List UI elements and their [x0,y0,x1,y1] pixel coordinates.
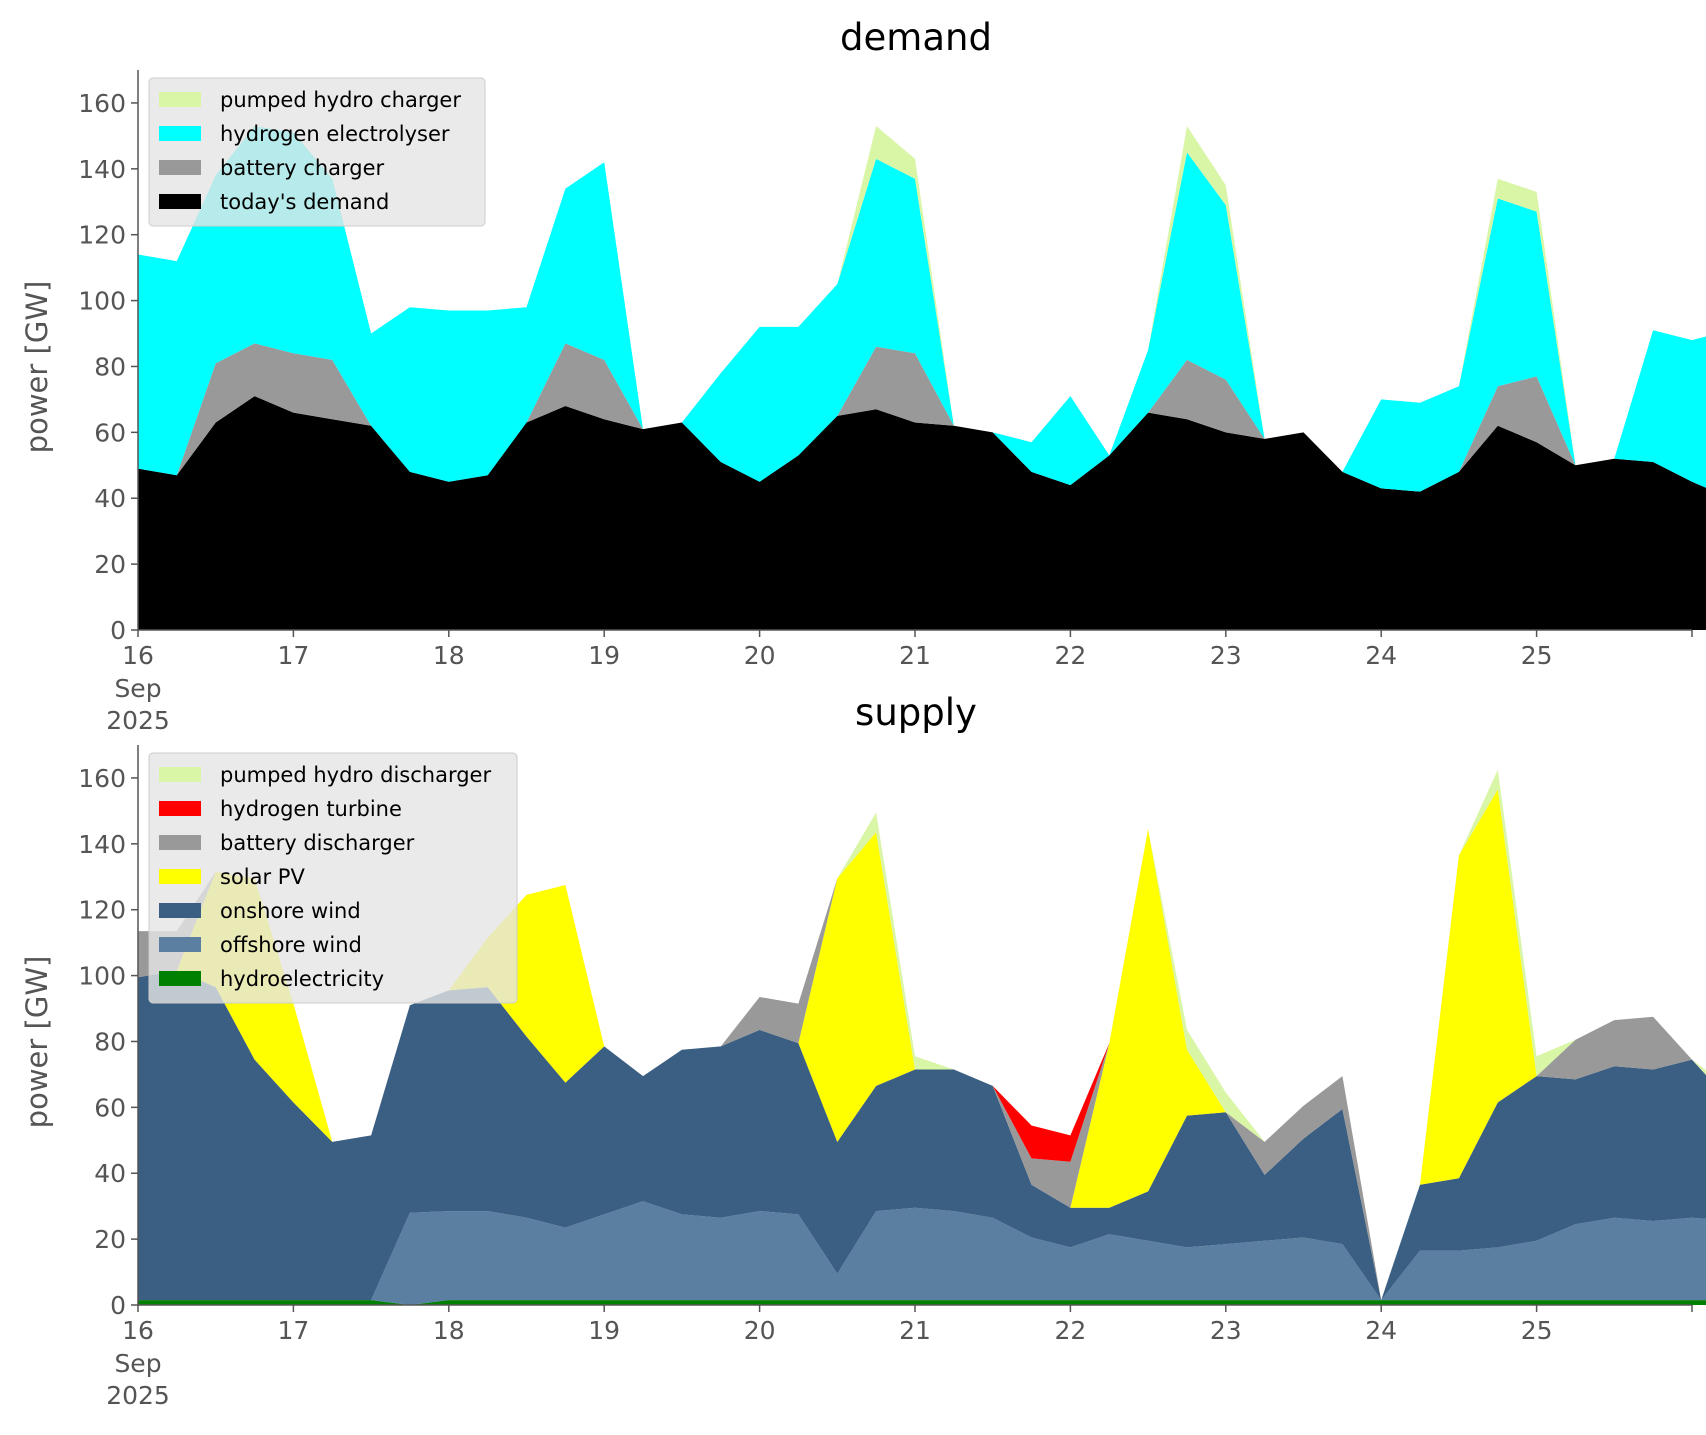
supply-x-tick-label-24: 24 [1365,1316,1397,1345]
demand-x-tick-label-22: 22 [1054,641,1086,670]
demand-x-tick-label-24: 24 [1365,641,1397,670]
demand-area-battery-charger [138,343,1706,492]
supply-legend-label-hydroelectricity: hydroelectricity [220,967,384,991]
demand-y-tick-label-120: 120 [78,221,126,250]
supply-x-tick-sublabel-2025: 2025 [106,1381,170,1410]
supply-x-tick-label-23: 23 [1210,1316,1242,1345]
demand-y-tick-label-100: 100 [78,287,126,316]
supply-legend-swatch-battery-discharger [159,835,201,850]
demand-area-hydrogen-electrolyser [138,126,1706,492]
demand-x-tick-sublabel-sep: Sep [114,674,161,703]
demand-area-today-s-demand [138,396,1706,630]
demand-x-tick-label-20: 20 [744,641,776,670]
supply-legend-swatch-onshore-wind [159,903,201,918]
supply-x-tick-label-20: 20 [744,1316,776,1345]
supply-y-tick-label-140: 140 [78,830,126,859]
supply-legend-frame [148,752,518,1004]
supply-panel: supply power [GW] 0 20 40 60 80 100 120 140 160 1… [20,691,1706,1410]
demand-x-tick-label-16: 16 [122,641,154,670]
demand-y-tick-label-80: 80 [94,352,126,381]
supply-x-tick-label-19: 19 [588,1316,620,1345]
demand-y-tick-label-0: 0 [110,616,126,645]
supply-legend-swatch-hydrogen-turbine [159,801,201,816]
demand-x-tick-label-21: 21 [899,641,931,670]
demand-legend-label-battery-charger: battery charger [220,156,385,180]
demand-y-axis-label: power [GW] [20,281,54,454]
demand-y-tick-label-140: 140 [78,155,126,184]
supply-x-tick-label-22: 22 [1054,1316,1086,1345]
supply-y-axis-label: power [GW] [20,956,54,1129]
supply-y-tick-label-0: 0 [110,1291,126,1320]
demand-legend-swatch-battery-charger [159,160,201,175]
demand-legend-label-today-s-demand: today's demand [220,190,389,214]
supply-legend-label-offshore-wind: offshore wind [220,933,362,957]
demand-legend-swatch-today-s-demand [159,194,201,209]
supply-legend-swatch-offshore-wind [159,937,201,952]
demand-x-tick-label-18: 18 [433,641,465,670]
demand-legend-label-hydrogen-electrolyser: hydrogen electrolyser [220,122,450,146]
supply-y-tick-label-80: 80 [94,1027,126,1056]
supply-legend-swatch-solar-pv [159,869,201,884]
supply-legend-swatch-hydroelectricity [159,971,201,986]
demand-areas [138,126,1706,630]
demand-y-tick-label-160: 160 [78,89,126,118]
supply-areas [138,769,1706,1305]
supply-y-tick-label-160: 160 [78,764,126,793]
demand-x-tick-label-17: 17 [277,641,309,670]
demand-legend-swatch-hydrogen-electrolyser [159,126,201,141]
supply-axes: 0 20 40 60 80 100 120 140 160 16 Sep 2025 17 18 19 20 21… [78,745,1693,1410]
demand-title: demand [840,16,992,59]
demand-legend-swatch-pumped-hydro-charger [159,92,201,107]
supply-legend-label-pumped-hydro-discharger: pumped hydro discharger [220,763,491,787]
demand-panel: demand power [GW] 0 20 40 60 80 100 120 140 160 1… [20,16,1706,735]
demand-legend: pumped hydro charger hydrogen electrolyse… [148,77,486,227]
supply-y-tick-label-100: 100 [78,962,126,991]
supply-legend-label-battery-discharger: battery discharger [220,831,415,855]
supply-y-tick-label-40: 40 [94,1159,126,1188]
supply-x-tick-label-21: 21 [899,1316,931,1345]
demand-axes: 0 20 40 60 80 100 120 140 160 16 Sep 2025 17 18 19 20 21… [78,70,1693,735]
supply-y-tick-label-60: 60 [94,1093,126,1122]
supply-legend-label-hydrogen-turbine: hydrogen turbine [220,797,402,821]
demand-y-tick-label-60: 60 [94,418,126,447]
supply-legend: pumped hydro discharger hydrogen turbine b… [148,752,518,1004]
supply-legend-swatch-pumped-hydro-discharger [159,767,201,782]
supply-x-tick-label-25: 25 [1521,1316,1553,1345]
demand-y-tick-label-40: 40 [94,484,126,513]
demand-x-tick-label-25: 25 [1521,641,1553,670]
supply-x-tick-label-17: 17 [277,1316,309,1345]
supply-x-tick-sublabel-sep: Sep [114,1349,161,1378]
supply-legend-label-solar-pv: solar PV [220,865,305,889]
supply-area-hydroelectricity [138,1300,1706,1305]
demand-x-tick-label-23: 23 [1210,641,1242,670]
demand-x-tick-sublabel-2025: 2025 [106,706,170,735]
supply-x-tick-label-18: 18 [433,1316,465,1345]
supply-title: supply [855,691,977,734]
demand-x-tick-label-19: 19 [588,641,620,670]
demand-legend-label-pumped-hydro-charger: pumped hydro charger [220,88,461,112]
supply-y-tick-label-120: 120 [78,896,126,925]
demand-legend-frame [148,77,486,227]
supply-y-tick-label-20: 20 [94,1225,126,1254]
demand-y-tick-label-20: 20 [94,550,126,579]
supply-legend-label-onshore-wind: onshore wind [220,899,361,923]
supply-area-offshore-wind [138,1201,1706,1305]
supply-area-onshore-wind [138,970,1706,1301]
supply-x-tick-label-16: 16 [122,1316,154,1345]
supply-area-solar-pv [138,789,1706,1301]
